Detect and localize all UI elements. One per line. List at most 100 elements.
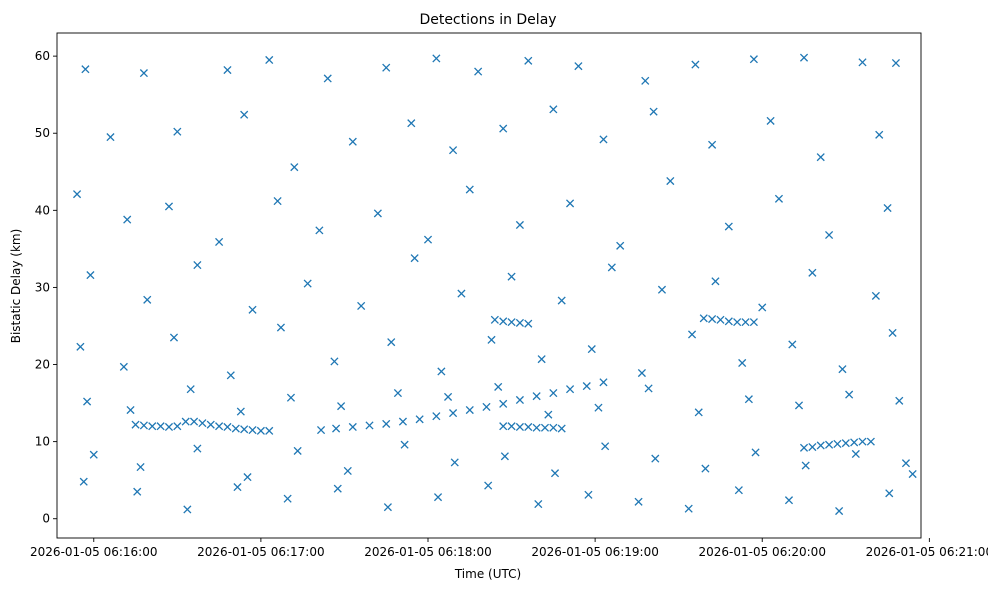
data-point	[398, 417, 407, 426]
data-point	[181, 417, 190, 426]
data-point	[741, 318, 750, 327]
data-point	[644, 384, 653, 393]
data-point	[383, 503, 392, 512]
data-point	[749, 318, 758, 327]
data-point	[283, 494, 292, 503]
x-tick-label: 2026-01-05 06:17:00	[197, 545, 324, 559]
data-point	[634, 497, 643, 506]
data-point	[484, 481, 493, 490]
data-point	[240, 425, 249, 434]
data-point	[637, 368, 646, 378]
data-point	[233, 483, 242, 492]
data-point	[799, 443, 809, 452]
data-point	[193, 444, 202, 453]
data-point	[164, 422, 174, 432]
data-point	[616, 241, 625, 250]
plot-frame	[56, 32, 922, 539]
data-point	[173, 422, 182, 431]
data-point	[565, 385, 575, 394]
data-point	[410, 254, 419, 263]
data-point	[465, 185, 474, 194]
data-point	[215, 237, 224, 246]
data-point	[148, 422, 157, 431]
data-point	[733, 318, 742, 327]
data-point	[784, 496, 794, 505]
data-point	[699, 314, 708, 323]
data-point	[582, 382, 591, 391]
data-point	[883, 203, 892, 213]
data-point	[382, 419, 391, 428]
data-point	[841, 439, 850, 448]
data-point	[348, 137, 357, 146]
x-tick-label: 2026-01-05 06:18:00	[364, 545, 491, 559]
data-point	[286, 393, 296, 402]
data-point	[816, 153, 825, 162]
data-point	[373, 209, 382, 218]
data-point	[315, 226, 324, 235]
data-point	[123, 215, 132, 224]
y-tick-label: 50	[35, 126, 50, 140]
data-point	[724, 317, 733, 326]
data-point	[657, 285, 667, 294]
data-point	[825, 440, 834, 449]
data-point	[895, 396, 904, 405]
data-point	[382, 63, 391, 72]
data-point	[537, 355, 546, 364]
data-point	[432, 54, 441, 63]
data-point	[701, 464, 710, 473]
x-tick-label: 2026-01-05 06:21:00	[866, 545, 988, 559]
data-point	[532, 392, 541, 401]
data-point	[584, 490, 593, 499]
data-point	[908, 469, 917, 479]
data-point	[499, 317, 508, 326]
x-axis: 2026-01-05 06:16:00 2026-01-05 06:17:00 20…	[30, 538, 988, 559]
data-point	[749, 55, 758, 64]
data-point	[206, 420, 215, 429]
data-point	[236, 407, 245, 416]
data-point	[215, 422, 224, 431]
data-point	[574, 62, 583, 71]
data-point	[507, 318, 516, 327]
data-point	[557, 424, 566, 433]
data-point	[89, 450, 98, 459]
data-point	[139, 421, 148, 430]
data-point	[223, 65, 232, 75]
data-point	[223, 422, 232, 432]
data-point	[186, 385, 195, 394]
data-point	[794, 401, 804, 410]
data-point	[164, 202, 174, 211]
data-point	[544, 410, 553, 419]
data-point	[788, 340, 797, 349]
data-point	[156, 422, 165, 431]
data-point	[816, 441, 825, 450]
y-axis-label: Bistatic Delay (km)	[9, 229, 23, 344]
data-point	[143, 295, 152, 304]
data-point	[365, 421, 374, 430]
data-point	[273, 197, 282, 206]
data-point	[885, 489, 894, 498]
data-point	[540, 423, 550, 432]
data-point	[507, 422, 516, 431]
data-point	[83, 397, 92, 406]
data-point	[79, 477, 88, 486]
data-point	[276, 323, 285, 332]
data-point	[507, 272, 516, 281]
data-point	[835, 506, 844, 516]
data-point	[766, 116, 775, 125]
data-point	[601, 442, 610, 451]
data-point	[875, 130, 884, 139]
data-point	[198, 419, 207, 428]
plot-area	[56, 32, 922, 539]
data-point	[293, 446, 302, 455]
data-point	[133, 487, 142, 496]
data-point	[871, 291, 880, 300]
data-point	[694, 408, 703, 417]
data-point	[744, 395, 753, 404]
data-point	[432, 412, 441, 421]
data-point	[557, 296, 566, 305]
data-point	[838, 365, 847, 374]
data-point	[515, 318, 524, 327]
data-point	[758, 303, 767, 312]
data-point	[119, 362, 128, 371]
